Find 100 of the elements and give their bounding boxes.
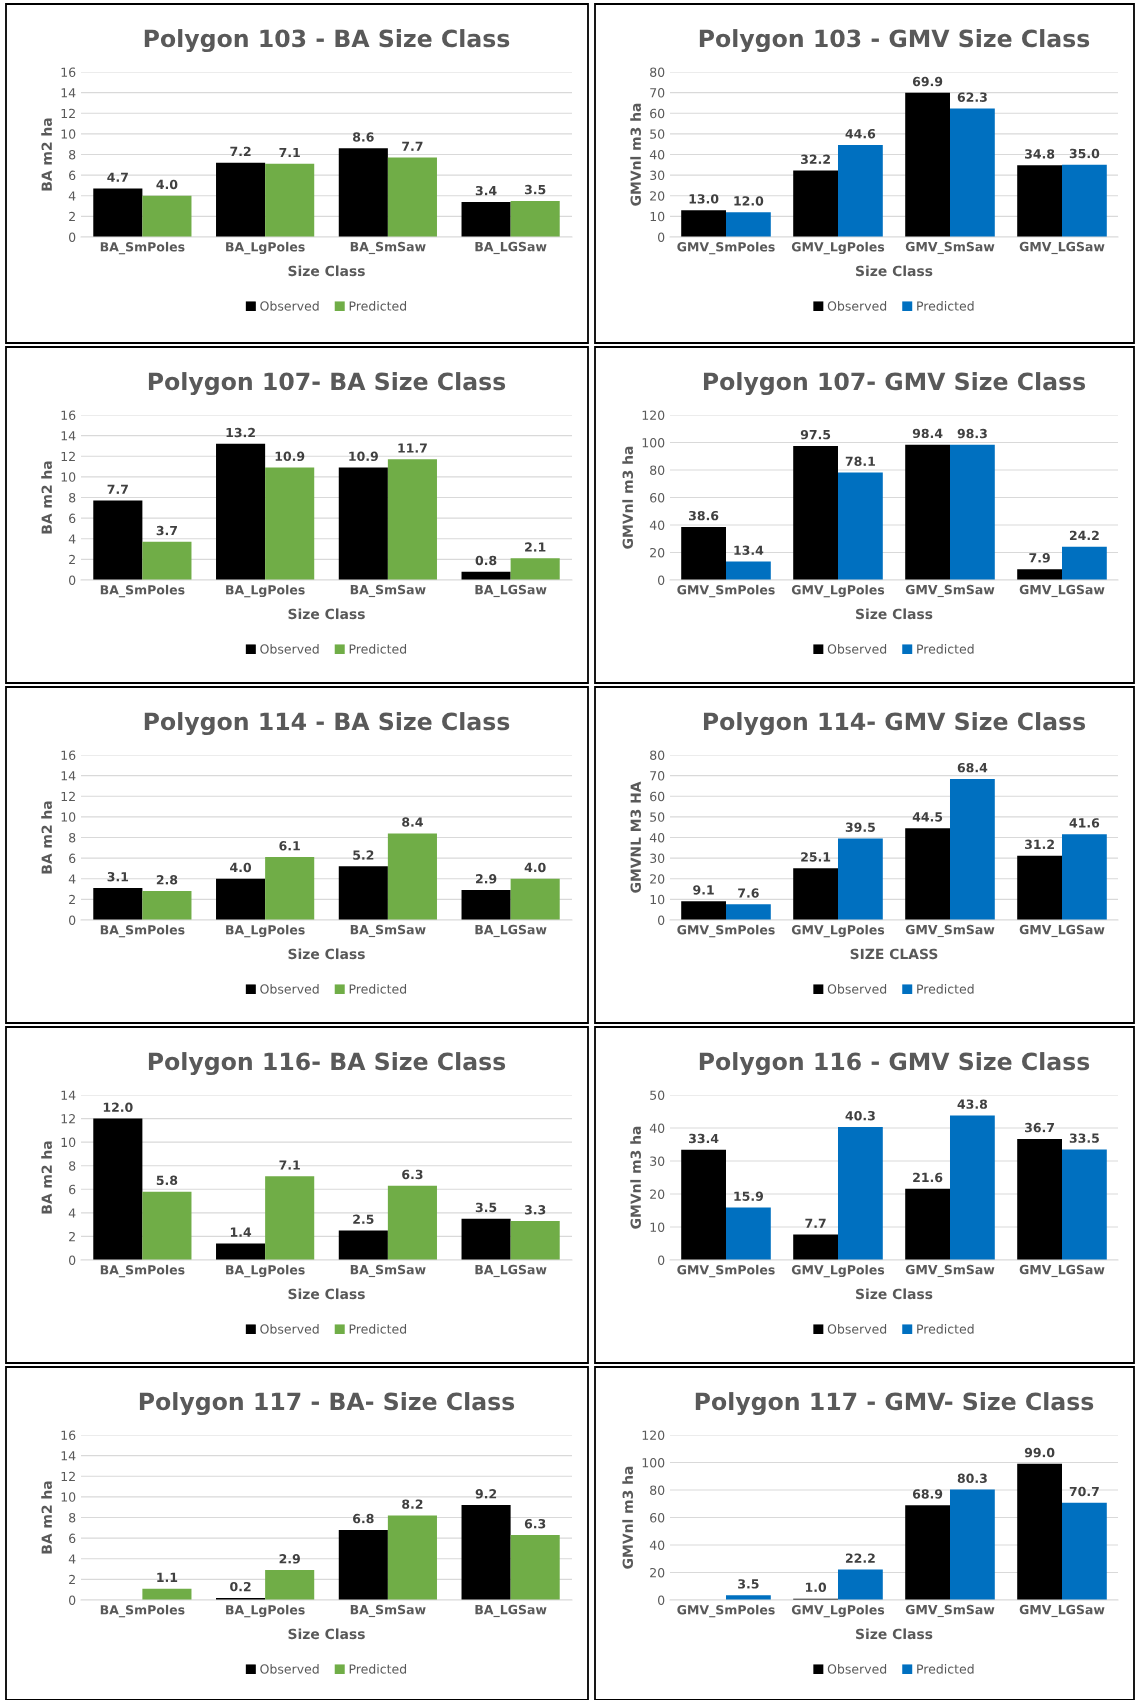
y-tick-label: 0 [658,575,665,585]
x-axis-title: Size Class [856,1628,933,1640]
y-tick-label: 20 [650,1189,665,1199]
data-label: 13.4 [734,545,764,555]
legend-label: Predicted [349,301,407,311]
y-tick-label: 0 [658,1595,665,1605]
y-tick-label: 10 [650,894,665,905]
legend-label: Observed [260,301,319,311]
legend-label: Predicted [349,1324,407,1334]
data-label: 69.9 [912,76,943,87]
y-tick-label: 30 [650,1156,665,1166]
legend-label: Predicted [917,984,974,994]
legend-label: Predicted [917,644,974,654]
chart-title: Polygon 107- GMV Size Class [703,372,1086,396]
x-tick-label: GMV_LgPoles [791,584,885,598]
y-tick-label: 14 [61,88,76,98]
y-tick-label: 4 [68,191,76,201]
data-label: 13.2 [226,427,255,438]
y-tick-label: 4 [68,534,76,544]
chart-title: Polygon 117 - GMV- Size Class [695,1392,1094,1416]
y-tick-label: 10 [61,1492,76,1502]
data-label: 33.5 [1069,1133,1099,1143]
x-axis-title: Size Class [856,608,933,620]
data-label: 9.2 [475,1489,497,1499]
y-tick-label: 40 [649,1123,665,1133]
y-tick-label: 0 [69,232,76,242]
y-tick-label: 12 [61,1114,75,1124]
data-label: 7.2 [230,146,251,156]
chart-title: Polygon 117 - BA- Size Class [139,1392,515,1416]
data-label: 2.5 [353,1214,374,1224]
y-axis-title: BA m2 ha [41,801,52,874]
data-label: 24.2 [1069,530,1099,540]
x-tick-label: GMV_LGSaw [1019,1604,1105,1618]
legend-label: Predicted [917,1324,974,1334]
y-tick-label: 0 [658,1255,665,1265]
y-tick-label: 14 [61,431,76,441]
legend-label: Predicted [917,1664,974,1674]
x-tick-label: BA_LGSaw [475,241,547,255]
x-tick-label: BA_SmSaw [350,1264,426,1278]
data-label: 7.9 [1029,553,1050,563]
data-label: 7.7 [805,1218,826,1228]
y-tick-label: 40 [649,832,665,843]
legend-label: Predicted [349,984,407,994]
y-tick-label: 10 [61,1137,76,1148]
y-tick-label: 0 [69,915,76,925]
y-tick-label: 80 [650,465,665,475]
x-tick-label: BA_LgPoles [226,1604,305,1618]
x-axis-title: Size Class [856,1288,933,1300]
data-label: 44.5 [912,812,943,822]
y-tick-label: 0 [658,232,665,242]
data-label: 98.4 [912,428,943,439]
y-tick-label: 14 [61,1451,76,1461]
y-tick-label: 16 [61,1430,76,1440]
x-tick-label: GMV_SmPoles [677,924,775,938]
x-tick-label: GMV_LGSaw [1019,1264,1105,1278]
data-label: 22.2 [845,1553,875,1563]
data-label: 11.7 [398,443,427,453]
data-label: 78.1 [845,456,875,467]
y-tick-label: 4 [68,1208,76,1218]
data-label: 3.5 [738,1579,759,1589]
data-label: 4.0 [156,179,178,190]
y-axis-title: BA m2 ha [41,1141,52,1214]
x-tick-label: GMV_LGSaw [1019,924,1105,938]
data-label: 3.7 [156,525,177,536]
x-tick-label: GMV_LgPoles [791,924,885,938]
y-axis-title: GMVnl m3 ha [622,1466,634,1569]
x-tick-label: BA_LgPoles [226,924,305,938]
x-tick-label: GMV_SmSaw [905,924,995,938]
y-tick-label: 14 [61,1090,76,1100]
data-label: 33.4 [689,1133,719,1144]
y-tick-label: 4 [68,874,76,884]
y-tick-label: 12 [61,791,75,801]
y-tick-label: 6 [69,853,76,864]
data-label: 3.3 [524,1205,546,1215]
data-label: 8.2 [402,1499,423,1509]
data-label: 80.3 [957,1473,987,1483]
data-label: 5.2 [353,850,374,860]
data-label: 10.9 [349,451,378,462]
legend-label: Observed [260,644,319,654]
data-label: 6.3 [402,1169,423,1180]
y-axis-title: GMVNL M3 HA [630,781,641,893]
x-tick-label: BA_SmSaw [350,924,426,938]
data-label: 40.3 [845,1110,875,1121]
data-label: 2.9 [475,874,497,884]
y-tick-label: 20 [650,191,665,201]
y-tick-label: 0 [658,915,665,925]
y-tick-label: 100 [642,1457,665,1468]
y-tick-label: 10 [61,472,76,482]
y-tick-label: 8 [69,492,76,503]
x-tick-label: BA_SmSaw [350,584,426,598]
y-tick-label: 2 [69,211,75,222]
chart-title: Polygon 116 - GMV Size Class [699,1052,1090,1076]
data-label: 7.1 [279,1160,300,1170]
y-tick-label: 60 [650,492,665,503]
y-tick-label: 60 [650,791,665,802]
y-tick-label: 8 [69,1161,76,1171]
y-tick-label: 10 [650,1222,665,1232]
data-label: 3.5 [475,1202,497,1213]
x-tick-label: GMV_SmSaw [905,584,995,598]
legend-label: Observed [827,984,887,994]
